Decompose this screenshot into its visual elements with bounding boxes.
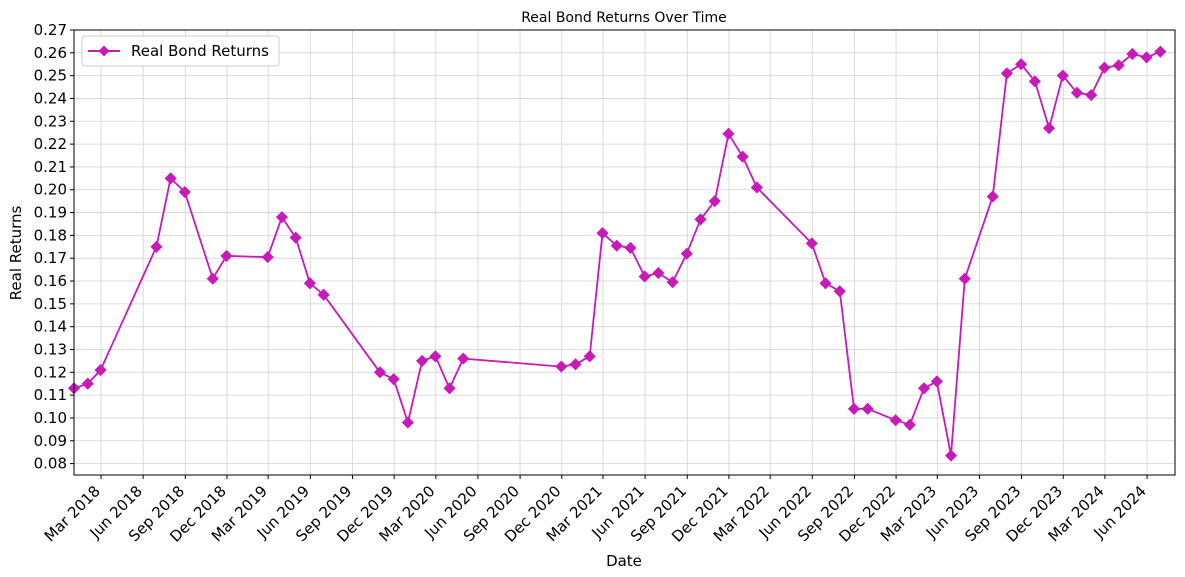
data-point xyxy=(1140,51,1153,64)
data-point xyxy=(1098,61,1111,74)
y-tick-label: 0.19 xyxy=(34,204,67,222)
y-tick-label: 0.24 xyxy=(34,89,67,107)
y-axis-label: Real Returns xyxy=(7,205,25,300)
data-point xyxy=(889,414,902,427)
data-point xyxy=(429,350,442,363)
data-point xyxy=(275,211,288,224)
plot-area xyxy=(67,45,1167,462)
legend: Real Bond Returns xyxy=(81,35,280,67)
data-point xyxy=(944,449,958,462)
y-tick-label: 0.26 xyxy=(34,44,67,62)
data-point xyxy=(261,250,274,264)
data-point xyxy=(317,288,330,301)
y-tick-label: 0.22 xyxy=(34,135,67,153)
chart-title: Real Bond Returns Over Time xyxy=(521,10,727,26)
data-point xyxy=(401,416,414,429)
plot-frame xyxy=(73,29,1176,476)
data-point xyxy=(638,270,651,283)
data-point xyxy=(1112,59,1125,72)
data-point xyxy=(1000,67,1013,80)
data-point xyxy=(930,375,943,388)
data-point xyxy=(861,402,874,415)
y-tick-label: 0.08 xyxy=(34,455,67,473)
grid xyxy=(74,29,1175,475)
data-point xyxy=(220,249,233,262)
y-tick-label: 0.13 xyxy=(34,340,67,358)
y-tick-label: 0.17 xyxy=(34,249,67,267)
data-point xyxy=(1154,45,1167,58)
data-point xyxy=(986,190,999,203)
data-point xyxy=(680,247,693,260)
data-point xyxy=(289,231,302,244)
plot-content xyxy=(67,45,1167,462)
data-point xyxy=(610,239,623,252)
data-point xyxy=(457,352,470,365)
data-point xyxy=(81,377,94,390)
data-point xyxy=(206,272,219,285)
y-tick-label: 0.20 xyxy=(34,181,67,199)
data-point xyxy=(722,127,735,140)
data-point xyxy=(833,285,846,298)
y-axis: 0.08 0.09 0.10 0.11 0.12 0.13 0.14 0.15 0.16 0.17… xyxy=(34,21,74,473)
data-point xyxy=(569,358,582,371)
data-point xyxy=(624,241,637,255)
data-point xyxy=(555,360,568,373)
y-tick-label: 0.12 xyxy=(34,363,67,381)
data-point xyxy=(443,382,456,395)
data-point xyxy=(917,382,931,395)
data-point xyxy=(1085,88,1098,102)
data-point xyxy=(303,277,316,290)
data-point xyxy=(1028,75,1041,88)
y-tick-label: 0.16 xyxy=(34,272,67,290)
y-tick-label: 0.21 xyxy=(34,158,67,176)
data-point xyxy=(164,172,177,185)
y-tick-label: 0.18 xyxy=(34,226,67,244)
legend-box xyxy=(81,35,280,67)
data-point xyxy=(94,363,107,377)
data-point xyxy=(736,150,749,163)
y-tick-label: 0.23 xyxy=(34,112,67,130)
data-point xyxy=(847,402,861,415)
y-tick-label: 0.15 xyxy=(34,295,67,313)
data-point xyxy=(1056,69,1069,82)
data-point xyxy=(805,237,818,250)
data-point xyxy=(819,277,832,290)
data-point xyxy=(416,354,429,367)
y-tick-label: 0.10 xyxy=(34,409,67,427)
data-point xyxy=(1042,122,1056,135)
data-point xyxy=(1126,47,1139,61)
data-point xyxy=(666,276,679,289)
data-point xyxy=(387,373,400,386)
data-point xyxy=(958,272,971,285)
data-point xyxy=(652,266,665,280)
y-tick-label: 0.09 xyxy=(34,432,67,450)
data-point xyxy=(694,213,707,226)
data-point xyxy=(903,418,916,431)
x-axis-label: Date xyxy=(606,552,642,570)
data-point xyxy=(373,366,387,379)
y-tick-label: 0.25 xyxy=(34,67,67,85)
data-point xyxy=(708,195,721,208)
y-tick-label: 0.27 xyxy=(34,21,67,39)
data-point xyxy=(583,350,596,363)
legend-marker xyxy=(98,45,110,57)
data-point xyxy=(596,227,609,240)
y-tick-label: 0.14 xyxy=(34,318,67,336)
y-tick-label: 0.11 xyxy=(34,386,67,404)
data-point xyxy=(1070,86,1084,99)
data-point xyxy=(150,240,163,253)
data-point xyxy=(1015,58,1028,71)
data-point xyxy=(178,185,191,199)
legend-label: Real Bond Returns xyxy=(131,42,269,60)
data-point xyxy=(750,181,763,194)
